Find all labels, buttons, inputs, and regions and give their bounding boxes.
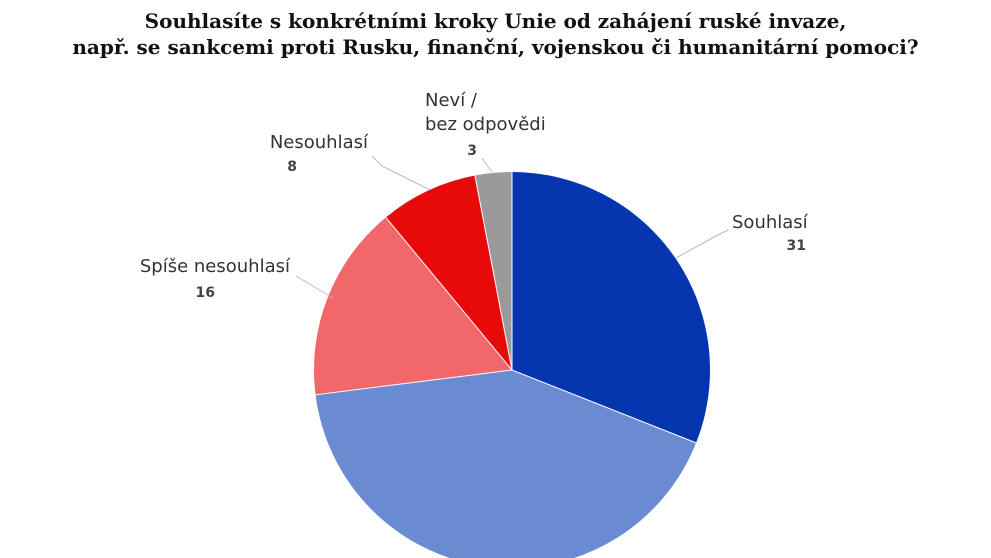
slice-label: Souhlasí xyxy=(732,212,809,233)
slice-label-line: Nesouhlasí xyxy=(270,132,369,153)
slice-label: Nesouhlasí xyxy=(270,132,369,153)
slice-label-line: Spíše nesouhlasí xyxy=(140,256,291,277)
slice-border xyxy=(315,369,513,396)
pie-slice xyxy=(385,175,512,370)
slice-label-line: Souhlasí xyxy=(732,212,809,233)
slice-label-line: bez odpovědi xyxy=(425,114,546,135)
pie-slice xyxy=(315,370,697,558)
slice-border xyxy=(511,369,697,444)
value-label: 31 xyxy=(787,238,806,254)
leader-line xyxy=(371,155,431,191)
slice-label: Spíše nesouhlasí xyxy=(140,256,291,277)
slice-label: Neví / bez odpovědi xyxy=(425,90,546,135)
leader-line xyxy=(295,275,334,299)
leader-line xyxy=(675,229,729,259)
pie-slice xyxy=(512,172,710,443)
value-label: 8 xyxy=(287,159,297,175)
value-label: 16 xyxy=(196,285,215,301)
pie-slice xyxy=(313,217,512,395)
chart-title: Souhlasíte s konkrétními kroky Unie od z… xyxy=(72,9,919,59)
slice-border xyxy=(474,175,513,371)
slice-label-line: Neví / xyxy=(425,90,478,111)
leader-line xyxy=(481,157,493,173)
slice-border xyxy=(385,217,513,371)
value-label: 3 xyxy=(467,143,477,159)
